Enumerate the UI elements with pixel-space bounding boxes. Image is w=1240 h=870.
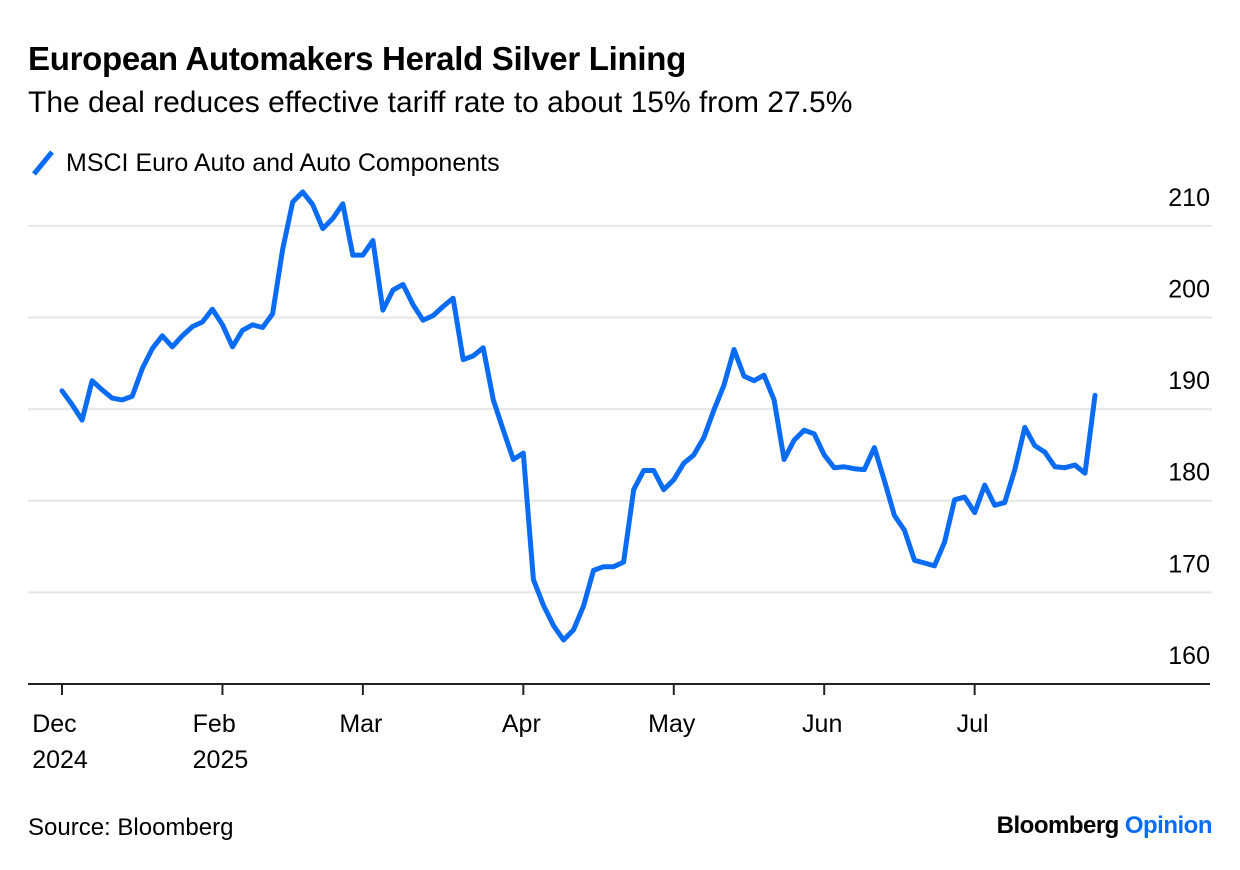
- x-tick-label: May: [648, 710, 696, 738]
- x-tick-label: Feb 2025: [192, 710, 249, 774]
- brand-suffix: Opinion: [1124, 812, 1213, 839]
- y-tick-label: 210: [1168, 184, 1210, 212]
- x-tick-label: Apr: [501, 710, 541, 738]
- legend-swatch: [32, 150, 54, 176]
- brand-name: Bloomberg: [996, 812, 1120, 839]
- y-tick-label: 180: [1168, 459, 1210, 487]
- y-tick-label: 170: [1168, 550, 1210, 578]
- y-tick-label: 200: [1168, 275, 1210, 303]
- brand: Bloomberg Opinion: [996, 812, 1213, 840]
- legend: MSCI Euro Auto and Auto Components: [28, 148, 500, 178]
- x-tick-label: Jun: [802, 710, 843, 738]
- chart-title: European Automakers Herald Silver Lining: [28, 40, 686, 77]
- y-tick-label: 160: [1168, 642, 1210, 670]
- line-series: [59, 189, 1098, 643]
- source: Source: Bloomberg: [28, 814, 234, 841]
- x-tick-label: Mar: [339, 710, 383, 738]
- chart-subtitle: The deal reduces effective tariff rate t…: [28, 86, 853, 119]
- x-tick-label: Dec 2024: [32, 710, 88, 774]
- y-tick-label: 190: [1168, 367, 1210, 395]
- legend-label: MSCI Euro Auto and Auto Components: [66, 148, 500, 177]
- x-tick-label: Jul: [956, 710, 989, 738]
- legend-icon: [32, 150, 54, 176]
